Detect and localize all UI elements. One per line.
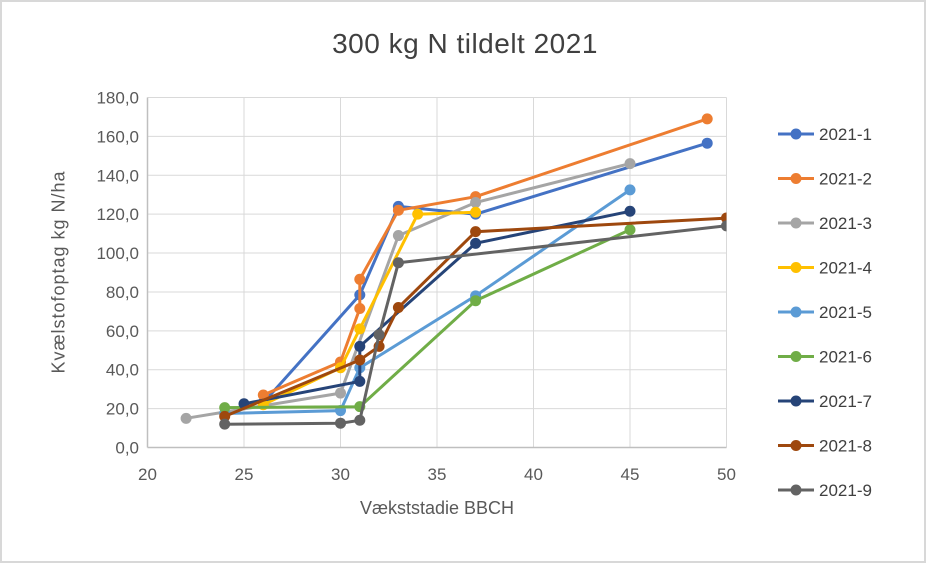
series-line-2021-9 (224, 224, 727, 426)
data-point-2021-8 (354, 354, 366, 366)
data-point-2021-4 (470, 206, 482, 218)
y-tick-label: 120,0 (96, 205, 139, 224)
data-point-2021-3 (470, 197, 482, 208)
data-point-2021-8 (392, 302, 404, 313)
data-point-2021-3 (624, 158, 636, 170)
series-line-2021-2 (262, 117, 708, 397)
y-tick-label: 20,0 (106, 400, 139, 419)
data-point-2021-9 (721, 220, 727, 232)
legend-marker-icon-2021-3 (790, 217, 802, 229)
legend-marker-icon-2021-7 (790, 395, 802, 407)
data-point-2021-2 (701, 113, 713, 125)
data-point-2021-2 (392, 204, 404, 216)
data-point-2021-2 (354, 302, 366, 314)
data-point-2021-9 (219, 418, 231, 430)
series-group (180, 113, 727, 430)
series-line-2021-1 (262, 141, 708, 404)
chart-title: 300 kg N tildelt 2021 (332, 28, 598, 59)
data-point-2021-9 (354, 414, 366, 426)
y-tick-label: 80,0 (106, 283, 139, 302)
x-tick-label: 35 (428, 465, 447, 484)
y-tick-label: 100,0 (96, 244, 139, 263)
data-point-2021-6 (219, 402, 231, 414)
y-tick-label: 140,0 (96, 166, 139, 185)
legend-item-2021-4: 2021-4 (819, 259, 872, 278)
data-point-2021-9 (373, 329, 385, 341)
y-tick-label: 0,0 (115, 439, 139, 458)
data-point-2021-3 (180, 412, 192, 424)
data-point-2021-4 (412, 208, 424, 220)
legend-item-2021-7: 2021-7 (819, 392, 872, 411)
data-point-2021-6 (624, 224, 636, 236)
data-point-2021-7 (470, 237, 482, 249)
legend-marker-icon-2021-6 (790, 351, 802, 362)
data-point-2021-8 (470, 226, 482, 238)
x-tick-label: 20 (138, 465, 157, 484)
data-point-2021-4 (354, 323, 366, 335)
x-axis-title: Vækststadie BBCH (359, 498, 515, 518)
data-point-2021-3 (335, 387, 346, 399)
legend-item-2021-3: 2021-3 (819, 214, 872, 233)
data-point-2021-2 (354, 273, 366, 285)
legend-item-2021-9: 2021-9 (819, 481, 872, 500)
y-tick-label: 180,0 (96, 89, 139, 108)
data-point-2021-7 (354, 375, 366, 387)
series-line-2021-6 (224, 228, 631, 410)
legend-item-2021-5: 2021-5 (819, 303, 872, 322)
data-point-2021-7 (624, 205, 636, 217)
y-tick-label: 160,0 (96, 127, 139, 146)
legend-marker-icon-2021-5 (790, 306, 802, 318)
y-tick-label: 60,0 (106, 322, 139, 341)
x-tick-label: 30 (331, 465, 350, 484)
legend-item-2021-8: 2021-8 (819, 437, 872, 456)
y-tick-label: 40,0 (106, 361, 139, 380)
legend-item-2021-1: 2021-1 (819, 125, 872, 144)
y-axis-title: Kvælstofoptag kg N/ha (48, 170, 69, 374)
data-point-2021-8 (219, 410, 231, 422)
legend-marker-icon-2021-4 (790, 262, 802, 273)
series-line-2021-3 (185, 162, 631, 420)
data-point-2021-9 (335, 417, 346, 429)
x-tick-label: 50 (717, 465, 736, 484)
legend-item-2021-2: 2021-2 (819, 170, 872, 189)
legend-marker-icon-2021-2 (790, 173, 802, 184)
series-line-2021-8 (224, 216, 727, 418)
data-point-2021-3 (392, 230, 404, 242)
x-tick-label: 45 (621, 465, 640, 484)
data-point-2021-9 (392, 257, 404, 269)
x-tick-label: 40 (524, 465, 543, 484)
legend-marker-icon-2021-8 (790, 440, 802, 451)
legend-marker-icon-2021-9 (790, 484, 802, 496)
x-tick-label: 25 (235, 465, 254, 484)
data-point-2021-5 (624, 184, 636, 196)
legend-item-2021-6: 2021-6 (819, 348, 872, 367)
legend-marker-icon-2021-1 (790, 128, 802, 140)
data-point-2021-6 (470, 295, 482, 307)
data-point-2021-7 (354, 340, 366, 352)
data-point-2021-1 (701, 137, 713, 149)
